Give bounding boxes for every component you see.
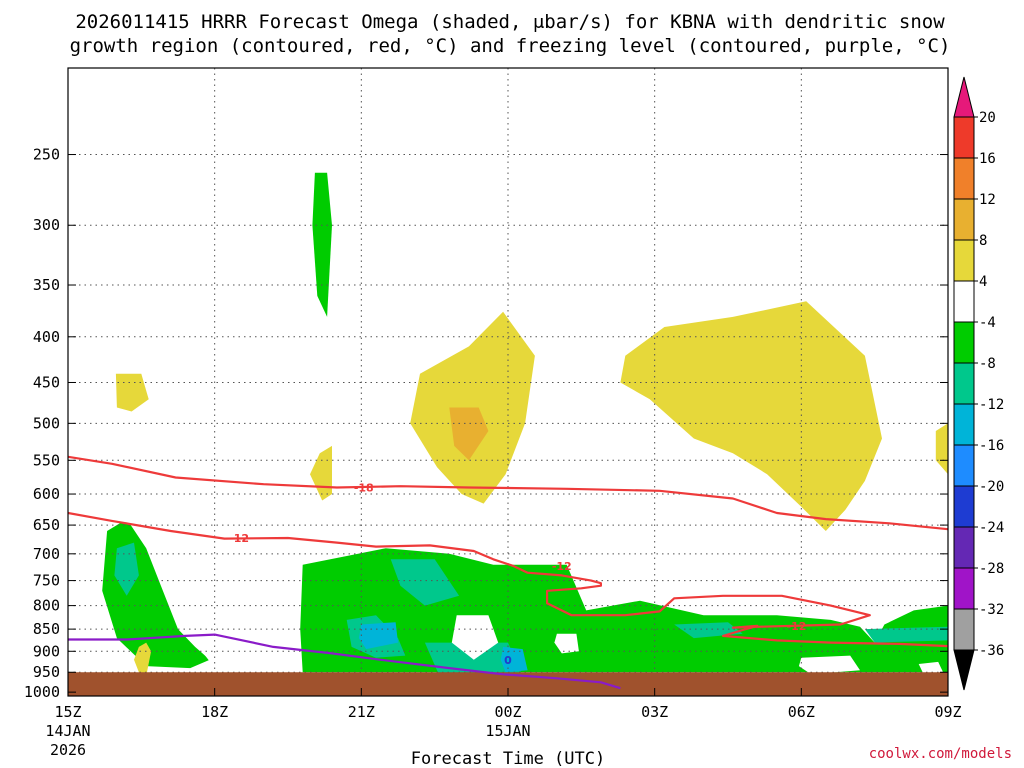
contour-layer: -18 -12 -12 -12 0 bbox=[68, 455, 948, 690]
x-tick-label-4: 03Z bbox=[641, 703, 668, 721]
colorbar-bin-11 bbox=[953, 567, 975, 610]
y-axis: 250 300 350 400 450 500 550 600 650 700 750 800 850 9… bbox=[24, 146, 948, 701]
dendritic-contour-label-2: -12 bbox=[552, 560, 572, 573]
chart-title-line-1: 2026011415 HRRR Forecast Omega (shaded, … bbox=[75, 11, 945, 33]
x-tick-date-3: 15JAN bbox=[485, 722, 530, 740]
freezing-level-contour bbox=[68, 633, 621, 690]
x-tick-label-1: 18Z bbox=[201, 703, 228, 721]
dendritic-contour-0 bbox=[68, 455, 948, 531]
colorbar-bin-3 bbox=[953, 239, 975, 282]
colorbar-label-10: -24 bbox=[979, 520, 1004, 536]
colorbar-label-13: -36 bbox=[979, 643, 1004, 659]
y-tick-label-2: 350 bbox=[33, 276, 60, 294]
omega-region-18 bbox=[798, 655, 860, 675]
colorbar-bin-9 bbox=[953, 485, 975, 528]
plot-area: -18 -12 -12 -12 0 bbox=[67, 67, 949, 697]
y-tick-label-4: 450 bbox=[33, 373, 60, 391]
colorbar-label-7: -12 bbox=[979, 397, 1004, 413]
omega-region-11 bbox=[864, 626, 948, 643]
y-tick-label-15: 1000 bbox=[24, 683, 60, 701]
omega-region-9 bbox=[390, 559, 460, 606]
y-tick-label-6: 550 bbox=[33, 451, 60, 469]
dendritic-contour-label-3: -12 bbox=[787, 620, 807, 633]
y-tick-label-14: 950 bbox=[33, 663, 60, 681]
credit-text: coolwx.com/models bbox=[869, 746, 1012, 762]
omega-region-16 bbox=[451, 615, 499, 660]
colorbar-label-8: -16 bbox=[979, 438, 1004, 454]
colorbar-cap-bottom bbox=[953, 649, 975, 691]
chart-title-line-2: growth region (contoured, red, °C) and f… bbox=[70, 35, 951, 57]
y-tick-label-1: 300 bbox=[33, 216, 60, 234]
omega-region-14 bbox=[500, 646, 528, 673]
colorbar-bin-1 bbox=[953, 157, 975, 200]
omega-region-26 bbox=[935, 423, 948, 475]
omega-region-17 bbox=[554, 633, 579, 654]
freezing-level-label: 0 bbox=[504, 654, 512, 667]
colorbar-label-9: -20 bbox=[979, 479, 1004, 495]
colorbar-label-12: -32 bbox=[979, 602, 1004, 618]
colorbar-bin-10 bbox=[953, 526, 975, 569]
y-tick-label-3: 400 bbox=[33, 328, 60, 346]
omega-region-27 bbox=[449, 407, 489, 461]
dendritic-contour-label-0: -18 bbox=[354, 482, 374, 495]
y-tick-label-8: 650 bbox=[33, 516, 60, 534]
colorbar-bin-2 bbox=[953, 198, 975, 241]
omega-region-15 bbox=[107, 334, 244, 675]
colorbar-bin-7 bbox=[953, 403, 975, 446]
colorbar-label-1: 16 bbox=[979, 151, 996, 167]
colorbar-cap-top bbox=[953, 76, 975, 118]
colorbar-label-11: -28 bbox=[979, 561, 1004, 577]
colorbar-bin-8 bbox=[953, 444, 975, 487]
colorbar-bin-4 bbox=[953, 280, 975, 323]
omega-region-22 bbox=[134, 642, 152, 677]
x-tick-date-0: 14JAN bbox=[45, 722, 90, 740]
x-tick-label-6: 09Z bbox=[934, 703, 961, 721]
y-tick-label-9: 700 bbox=[33, 545, 60, 563]
x-tick-year-0: 2026 bbox=[50, 741, 86, 759]
y-tick-label-11: 800 bbox=[33, 597, 60, 615]
surface-ground bbox=[68, 672, 948, 696]
colorbar-bin-0 bbox=[953, 116, 975, 159]
surface-layer bbox=[68, 672, 948, 696]
colorbar-bin-12 bbox=[953, 608, 975, 651]
x-axis-label: Forecast Time (UTC) bbox=[411, 749, 605, 768]
dendritic-contour-1 bbox=[68, 511, 948, 648]
omega-region-0 bbox=[160, 77, 220, 175]
omega-region-4 bbox=[312, 172, 332, 317]
y-tick-label-10: 750 bbox=[33, 572, 60, 590]
colorbar-bin-6 bbox=[953, 362, 975, 405]
colorbar: 20 16 12 8 4 -4 -8 -12 -16 -20 -24 -28 -32 -36 bbox=[953, 76, 1004, 691]
y-tick-label-13: 900 bbox=[33, 642, 60, 660]
colorbar-label-6: -8 bbox=[979, 356, 996, 372]
colorbar-label-0: 20 bbox=[979, 110, 996, 126]
colorbar-label-3: 8 bbox=[979, 233, 987, 249]
omega-region-21 bbox=[115, 373, 149, 412]
y-tick-label-5: 500 bbox=[33, 414, 60, 432]
dendritic-contour-label-1: -12 bbox=[229, 532, 249, 545]
y-tick-label-7: 600 bbox=[33, 485, 60, 503]
omega-region-1 bbox=[143, 262, 154, 307]
colorbar-label-4: 4 bbox=[979, 274, 987, 290]
x-tick-label-2: 21Z bbox=[348, 703, 375, 721]
x-tick-label-5: 06Z bbox=[788, 703, 815, 721]
omega-region-19 bbox=[918, 661, 944, 675]
grid-layer bbox=[68, 68, 948, 696]
colorbar-label-2: 12 bbox=[979, 192, 996, 208]
y-tick-label-0: 250 bbox=[33, 146, 60, 164]
y-tick-label-12: 850 bbox=[33, 620, 60, 638]
omega-shading-layer bbox=[90, 77, 948, 687]
x-tick-label-3: 00Z bbox=[494, 703, 521, 721]
colorbar-label-5: -4 bbox=[979, 315, 996, 331]
x-tick-label-0: 15Z bbox=[54, 703, 81, 721]
colorbar-bin-5 bbox=[953, 321, 975, 364]
omega-region-25 bbox=[620, 301, 882, 531]
omega-region-7 bbox=[114, 542, 139, 596]
